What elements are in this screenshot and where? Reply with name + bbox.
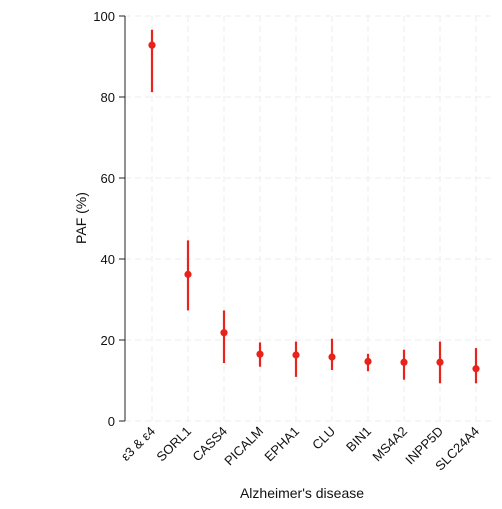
y-tick-label: 0 xyxy=(108,414,115,429)
y-tick-label: 40 xyxy=(101,252,115,267)
axes xyxy=(119,15,126,422)
data-point xyxy=(436,358,444,366)
x-tick-label: BIN1 xyxy=(343,424,374,455)
x-tick-label: SORL1 xyxy=(153,424,194,465)
y-axis-title: PAF (%) xyxy=(73,192,89,244)
data-point xyxy=(184,270,192,278)
y-tick-label: 100 xyxy=(93,9,115,24)
data-point xyxy=(256,350,264,358)
x-tick-label: PICALM xyxy=(221,424,266,469)
data-point xyxy=(220,329,228,337)
x-tick-label: CLU xyxy=(309,424,338,453)
x-tick-label: ε3 & ε4 xyxy=(118,424,158,464)
data-marks xyxy=(148,29,480,384)
y-tick-label: 60 xyxy=(101,171,115,186)
y-tick-label: 20 xyxy=(101,333,115,348)
data-point xyxy=(148,41,156,49)
data-point xyxy=(472,365,480,373)
data-point xyxy=(364,357,372,366)
y-tick-labels: 0 20 40 60 80 100 xyxy=(93,9,115,429)
data-point xyxy=(400,358,408,366)
grid-lines xyxy=(125,15,492,422)
y-tick-label: 80 xyxy=(101,90,115,105)
x-axis-title: Alzheimer's disease xyxy=(240,485,364,501)
data-point xyxy=(328,353,336,361)
x-tick-label: EPHA1 xyxy=(261,424,302,465)
data-point xyxy=(292,351,300,359)
